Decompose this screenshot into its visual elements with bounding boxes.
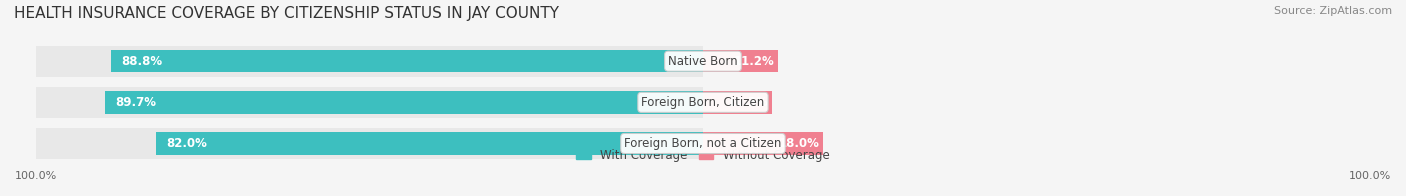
Text: Source: ZipAtlas.com: Source: ZipAtlas.com (1274, 6, 1392, 16)
Bar (703, 50, 778, 73)
Text: 18.0%: 18.0% (779, 137, 820, 150)
Legend: With Coverage, Without Coverage: With Coverage, Without Coverage (572, 144, 834, 167)
Text: 89.7%: 89.7% (115, 96, 156, 109)
Bar (37, 128, 703, 159)
Text: Foreign Born, Citizen: Foreign Born, Citizen (641, 96, 765, 109)
Text: 11.2%: 11.2% (734, 55, 775, 68)
Text: HEALTH INSURANCE COVERAGE BY CITIZENSHIP STATUS IN JAY COUNTY: HEALTH INSURANCE COVERAGE BY CITIZENSHIP… (14, 6, 560, 21)
Text: 82.0%: 82.0% (166, 137, 207, 150)
Text: Native Born: Native Born (668, 55, 738, 68)
Bar (105, 91, 703, 114)
Text: 10.3%: 10.3% (727, 96, 768, 109)
Text: 88.8%: 88.8% (121, 55, 162, 68)
Bar (156, 132, 703, 155)
Bar (37, 87, 703, 118)
Bar (703, 132, 823, 155)
Bar (703, 91, 772, 114)
Text: Foreign Born, not a Citizen: Foreign Born, not a Citizen (624, 137, 782, 150)
Bar (37, 46, 703, 77)
Bar (111, 50, 703, 73)
